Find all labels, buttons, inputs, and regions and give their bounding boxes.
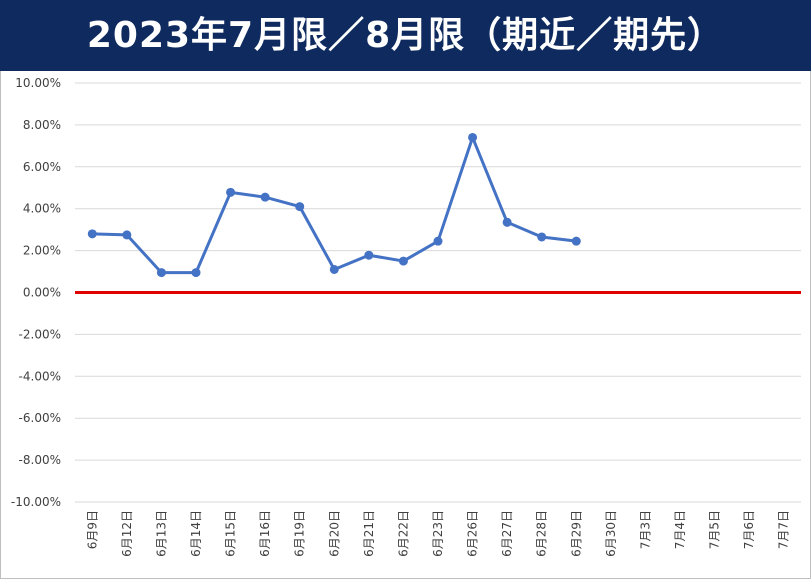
y-tick-label: -4.00%	[19, 369, 61, 383]
y-axis-ticks: 10.00% 8.00% 6.00% 4.00% 2.00% 0.00% -2.00% -4.…	[11, 76, 61, 509]
data-point	[537, 232, 547, 242]
y-tick-label: 4.00%	[23, 202, 61, 216]
x-tick-label: 6月19日	[293, 510, 307, 557]
chart-title: 2023年7月限／8月限（期近／期先）	[86, 15, 725, 56]
title-bar: 2023年7月限／8月限（期近／期先）	[0, 0, 811, 71]
x-tick-label: 7月5日	[708, 510, 722, 549]
x-tick-label: 6月12日	[120, 510, 134, 557]
x-tick-label: 6月14日	[189, 510, 203, 557]
x-tick-label: 7月4日	[673, 510, 687, 549]
data-point	[156, 268, 166, 278]
y-tick-label: -10.00%	[11, 495, 61, 509]
x-tick-label: 7月3日	[638, 510, 652, 549]
y-tick-label: 2.00%	[23, 244, 61, 258]
data-point	[329, 264, 339, 274]
y-tick-label: -2.00%	[19, 327, 61, 341]
x-tick-label: 6月26日	[466, 510, 480, 557]
x-tick-label: 6月28日	[535, 510, 549, 557]
data-point	[571, 236, 581, 246]
x-tick-label: 6月27日	[500, 510, 514, 557]
y-tick-label: 8.00%	[23, 118, 61, 132]
gridlines	[75, 82, 801, 503]
x-tick-label: 6月16日	[258, 510, 272, 557]
data-point	[468, 132, 478, 142]
x-tick-label: 7月7日	[777, 510, 791, 549]
y-tick-label: -6.00%	[19, 411, 61, 425]
x-tick-label: 6月20日	[327, 510, 341, 557]
data-point	[364, 250, 374, 260]
x-tick-label: 6月13日	[154, 510, 168, 557]
data-point	[260, 192, 270, 202]
x-tick-label: 6月22日	[396, 510, 410, 557]
data-point	[502, 217, 512, 227]
x-axis-ticks: 6月9日 6月12日 6月13日 6月14日 6月15日 6月16日 6月19日 6月20日 6…	[85, 510, 790, 557]
y-tick-label: 10.00%	[15, 76, 61, 90]
x-tick-label: 7月6日	[742, 510, 756, 549]
y-tick-label: 6.00%	[23, 160, 61, 174]
data-point	[191, 268, 201, 278]
y-tick-label: 0.00%	[23, 286, 61, 300]
data-point	[398, 256, 408, 266]
x-tick-label: 6月29日	[569, 510, 583, 557]
data-point	[87, 229, 97, 239]
y-tick-label: -8.00%	[19, 453, 61, 467]
x-tick-label: 6月30日	[604, 510, 618, 557]
x-tick-label: 6月9日	[85, 510, 99, 549]
data-point	[226, 187, 236, 197]
series-group	[87, 132, 581, 278]
data-point	[433, 236, 443, 246]
data-point	[295, 202, 305, 212]
data-point	[122, 230, 132, 240]
series-line	[92, 135, 577, 275]
x-tick-label: 6月23日	[431, 510, 445, 557]
x-tick-label: 6月15日	[224, 510, 238, 557]
x-tick-label: 6月21日	[362, 510, 376, 557]
